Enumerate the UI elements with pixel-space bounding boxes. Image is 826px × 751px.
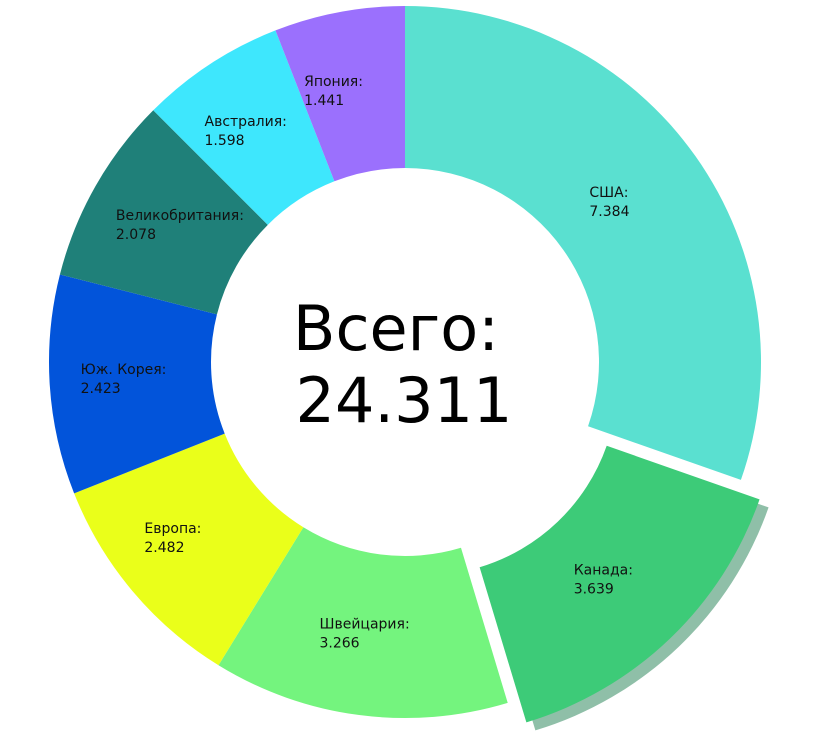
slice-uk[interactable] <box>59 110 268 315</box>
slice-group <box>49 5 769 731</box>
slice-usa[interactable] <box>405 6 761 480</box>
slice-canada[interactable] <box>479 445 760 723</box>
slice-label-south-korea: Юж. Корея: <box>81 362 167 378</box>
slice-japan[interactable] <box>275 5 405 182</box>
slice-label-uk: Великобритания: <box>116 208 244 224</box>
slice-label-switzerland: Швейцария: <box>320 617 410 633</box>
center-total: Всего: 24.311 <box>293 292 513 437</box>
slice-label-usa: США: <box>589 185 628 201</box>
slice-value-canada: 3.639 <box>574 581 614 597</box>
center-total-value: 24.311 <box>296 364 513 437</box>
slice-value-usa: 7.384 <box>589 204 629 220</box>
slice-label-canada: Канада: <box>574 562 633 578</box>
slice-value-switzerland: 3.266 <box>320 636 360 652</box>
slice-label-australia: Австралия: <box>205 114 287 130</box>
slice-south-korea[interactable] <box>49 274 225 494</box>
slice-europe[interactable] <box>74 433 304 666</box>
center-title: Всего: <box>293 292 499 365</box>
slice-switzerland[interactable] <box>218 527 508 719</box>
slice-value-uk: 2.078 <box>116 227 156 243</box>
slice-value-japan: 1.441 <box>304 93 344 109</box>
slice-australia[interactable] <box>153 30 335 225</box>
slice-label-japan: Япония: <box>304 74 363 90</box>
slice-label-group: США: 7.384 Канада: 3.639 Швейцария: 3.266 Евро… <box>81 74 633 652</box>
slice-value-europe: 2.482 <box>144 540 184 556</box>
slice-value-south-korea: 2.423 <box>81 381 121 397</box>
slice-label-europe: Европа: <box>144 521 201 537</box>
slice-value-australia: 1.598 <box>205 133 245 149</box>
